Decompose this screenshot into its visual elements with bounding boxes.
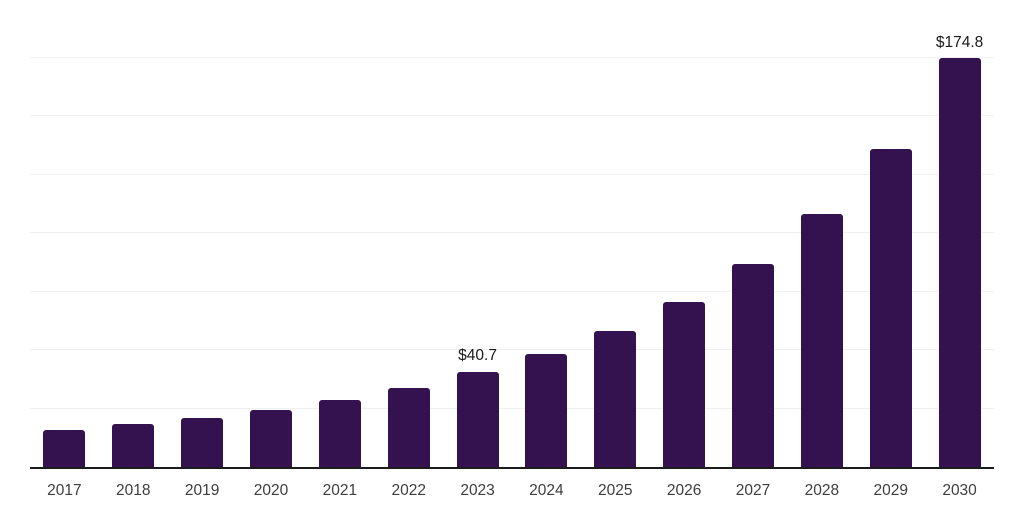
x-tick-label-2028: 2028 — [804, 482, 840, 499]
bar-2030 — [938, 58, 981, 467]
bar-2026 — [663, 301, 706, 467]
bar-2023 — [456, 371, 499, 467]
gridline — [30, 349, 994, 350]
x-tick-label-2029: 2029 — [873, 482, 908, 499]
bar-2017 — [43, 429, 86, 467]
x-tick-label-2025: 2025 — [598, 482, 633, 499]
bar-value-label-2023: $40.7 — [458, 347, 497, 365]
bar-2018 — [112, 424, 155, 467]
bar-2021 — [318, 400, 361, 467]
x-tick-label-2024: 2024 — [529, 482, 564, 499]
x-tick-label-2018: 2018 — [116, 482, 151, 499]
x-tick-label-2022: 2022 — [391, 482, 426, 499]
gridline — [30, 407, 994, 409]
plot-area: $40.7 $174.8 — [30, 0, 994, 469]
bar-2020 — [250, 409, 292, 467]
gridline — [30, 115, 994, 116]
x-axis: 2017 2018 2019 2020 2021 2022 2023 2024 2025 2026… — [30, 471, 994, 505]
bar-2028 — [800, 213, 843, 467]
gridline — [30, 290, 994, 292]
bar-2029 — [869, 149, 912, 467]
x-tick-label-2030: 2030 — [942, 482, 977, 499]
x-tick-label-2020: 2020 — [253, 482, 289, 499]
gridline — [30, 232, 994, 233]
x-tick-label-2023: 2023 — [460, 482, 495, 499]
x-tick-label-2026: 2026 — [666, 482, 702, 499]
bar-2019 — [181, 417, 224, 467]
x-tick-label-2017: 2017 — [47, 482, 82, 499]
x-tick-label-2021: 2021 — [322, 482, 358, 499]
gridline — [30, 173, 994, 175]
gridline — [30, 56, 994, 58]
x-tick-label-2027: 2027 — [735, 482, 771, 499]
bar-2027 — [732, 263, 774, 467]
bar-2025 — [594, 330, 637, 467]
x-tick-label-2019: 2019 — [184, 482, 220, 499]
bar-2024 — [525, 354, 568, 467]
bar-2022 — [387, 388, 430, 467]
bar-value-label-2030: $174.8 — [935, 33, 984, 51]
